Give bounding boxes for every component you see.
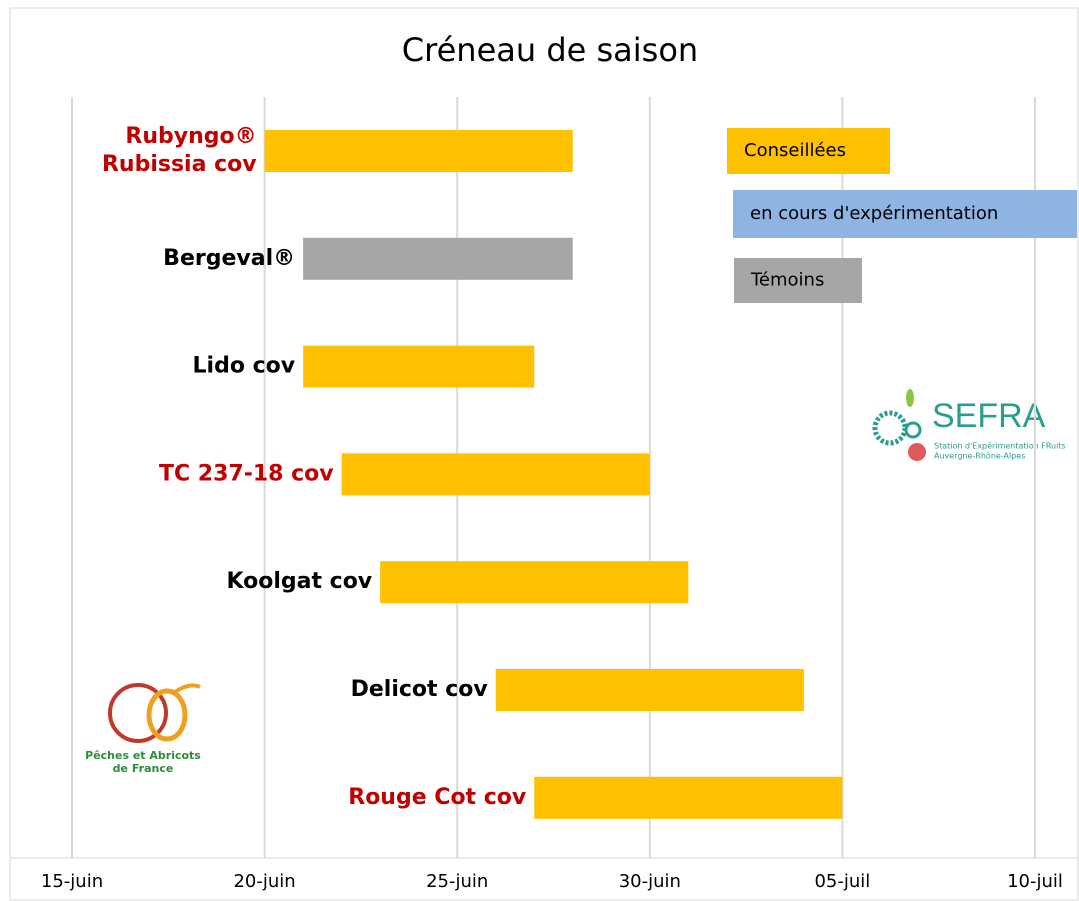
category-label: Rubyngo® xyxy=(125,124,256,149)
sefra-logo: SEFRA Station d'Expérimentation FRuits A… xyxy=(872,389,1066,461)
logo-ring xyxy=(108,683,168,743)
x-tick-label: 10-juil xyxy=(1007,871,1063,892)
category-label: Delicot cov xyxy=(351,677,489,702)
category-label: TC 237-18 cov xyxy=(159,461,334,486)
bar xyxy=(264,130,573,172)
pechers-logo: Pêches et Abricots de France xyxy=(85,683,201,775)
legend-swatch xyxy=(727,128,890,174)
bar xyxy=(534,776,843,819)
logo-text: Auvergne-Rhône-Alpes xyxy=(934,451,1025,461)
logo-text: SEFRA xyxy=(932,397,1046,435)
x-tick-label: 05-juil xyxy=(814,871,870,892)
legend-swatch xyxy=(733,190,1077,238)
legend-label: Conseillées xyxy=(744,140,846,161)
x-tick-label: 15-juin xyxy=(41,871,103,892)
logo-text: Station d'Expérimentation FRuits xyxy=(934,441,1066,451)
legend-label: Témoins xyxy=(750,270,824,291)
bar xyxy=(341,453,650,496)
bar xyxy=(303,345,535,388)
logo-ring xyxy=(904,421,922,439)
logo-text: de France xyxy=(113,762,174,775)
bar xyxy=(495,669,804,711)
logo-leaf xyxy=(906,389,914,407)
category-label: Rouge Cot cov xyxy=(348,785,527,810)
category-label: Koolgat cov xyxy=(226,569,372,594)
category-label: Lido cov xyxy=(193,354,296,379)
x-tick-label: 30-juin xyxy=(619,871,681,892)
bar xyxy=(303,237,573,280)
x-tick-label: 25-juin xyxy=(426,871,488,892)
bar xyxy=(380,561,689,604)
category-label: Bergeval® xyxy=(163,246,295,271)
legend-label: en cours d'expérimentation xyxy=(750,203,998,224)
logo-dot xyxy=(908,443,926,461)
logo-ring xyxy=(146,688,188,742)
legend-swatch xyxy=(734,258,862,303)
logo-text: Pêches et Abricots xyxy=(85,749,201,762)
chart-title: Créneau de saison xyxy=(402,31,698,69)
logo-leaf xyxy=(173,683,201,694)
x-tick-label: 20-juin xyxy=(233,871,295,892)
category-label: Rubissia cov xyxy=(102,152,257,177)
